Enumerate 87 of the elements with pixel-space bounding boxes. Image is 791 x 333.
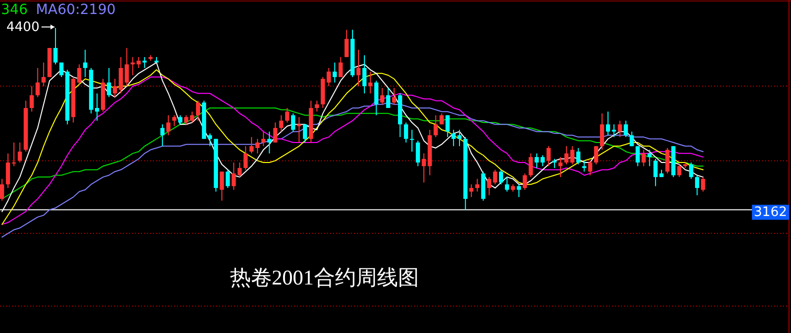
candlestick <box>226 169 230 188</box>
candlestick <box>434 114 438 138</box>
candlestick <box>244 146 248 170</box>
candlestick <box>142 56 147 68</box>
candlestick <box>344 29 349 58</box>
candlestick <box>368 71 372 94</box>
candlestick <box>249 136 254 154</box>
candlestick <box>53 27 58 65</box>
candlestick <box>636 146 640 167</box>
candlestick <box>279 114 284 132</box>
candlestick <box>410 129 414 152</box>
candlestick <box>618 120 622 138</box>
candlestick <box>582 160 586 172</box>
text: 热卷2001合约周线图 <box>230 266 419 290</box>
candlestick <box>0 178 4 202</box>
candlestick <box>208 132 212 147</box>
candlestick <box>42 62 46 87</box>
candlestick <box>267 131 272 154</box>
candlestick <box>273 122 278 144</box>
candlestick <box>630 131 634 147</box>
candlestick <box>516 184 521 198</box>
candlestick <box>498 169 504 185</box>
candlestick <box>374 80 378 116</box>
text: MA60:2190 <box>36 2 116 18</box>
candlestick <box>291 112 296 132</box>
candlestick <box>112 78 117 98</box>
candlestick <box>6 152 10 188</box>
candlestick <box>642 149 646 167</box>
candlestick <box>18 142 22 164</box>
candlestick <box>451 129 456 147</box>
candlestick <box>564 146 569 165</box>
annotation: 4400 <box>6 20 40 35</box>
text: 346 <box>1 2 28 18</box>
candlestick <box>440 112 444 125</box>
candlestick <box>160 124 165 147</box>
candlestick <box>30 86 34 112</box>
candlestick <box>220 171 224 202</box>
candlestick <box>570 146 574 165</box>
candlestick <box>392 87 396 105</box>
candlestick <box>457 129 462 147</box>
candlestick <box>528 152 533 178</box>
candlestick <box>653 158 658 187</box>
candlestick <box>36 67 40 98</box>
candlestick <box>178 114 182 125</box>
annotation-lowest-low: 3162 <box>752 204 789 220</box>
candlestick <box>695 174 700 196</box>
candlestick <box>504 176 510 192</box>
candlestick <box>255 138 260 154</box>
candlestick <box>166 114 170 136</box>
candlestick <box>677 164 682 178</box>
candlestick <box>362 54 367 94</box>
candlestick <box>83 49 88 78</box>
candlestick <box>558 156 563 178</box>
candlestick <box>606 111 610 136</box>
candlestick <box>404 122 408 144</box>
candlestick <box>624 120 628 138</box>
candlestick <box>700 176 706 192</box>
candlestick <box>12 142 16 167</box>
candlestick <box>302 124 308 144</box>
candlestick <box>665 147 670 174</box>
candlestick <box>475 178 480 192</box>
candlestick <box>196 100 200 122</box>
candlestick <box>356 49 361 87</box>
annotation-max-high: 4400 <box>6 20 55 35</box>
candlestick <box>446 114 450 138</box>
candlestick <box>522 172 527 190</box>
candlestick <box>469 184 474 198</box>
candlestick <box>95 92 100 122</box>
candlestick <box>332 62 337 84</box>
candlestick <box>648 149 652 167</box>
candlestick <box>285 107 290 124</box>
candlestick <box>600 112 604 150</box>
candlestick <box>386 87 390 108</box>
candlestick <box>172 114 176 127</box>
candlestick <box>689 162 694 180</box>
candlestick <box>261 131 266 147</box>
candlestick <box>314 100 319 112</box>
candlestick <box>552 158 557 168</box>
candlestick <box>59 62 64 78</box>
candlestick <box>338 56 343 78</box>
candlestick <box>594 146 598 165</box>
candlestick <box>576 147 580 165</box>
candlestick <box>546 146 551 167</box>
candlestick <box>106 67 112 98</box>
candlestick <box>588 160 592 176</box>
candlestick <box>380 87 384 105</box>
candlestick <box>416 140 420 167</box>
